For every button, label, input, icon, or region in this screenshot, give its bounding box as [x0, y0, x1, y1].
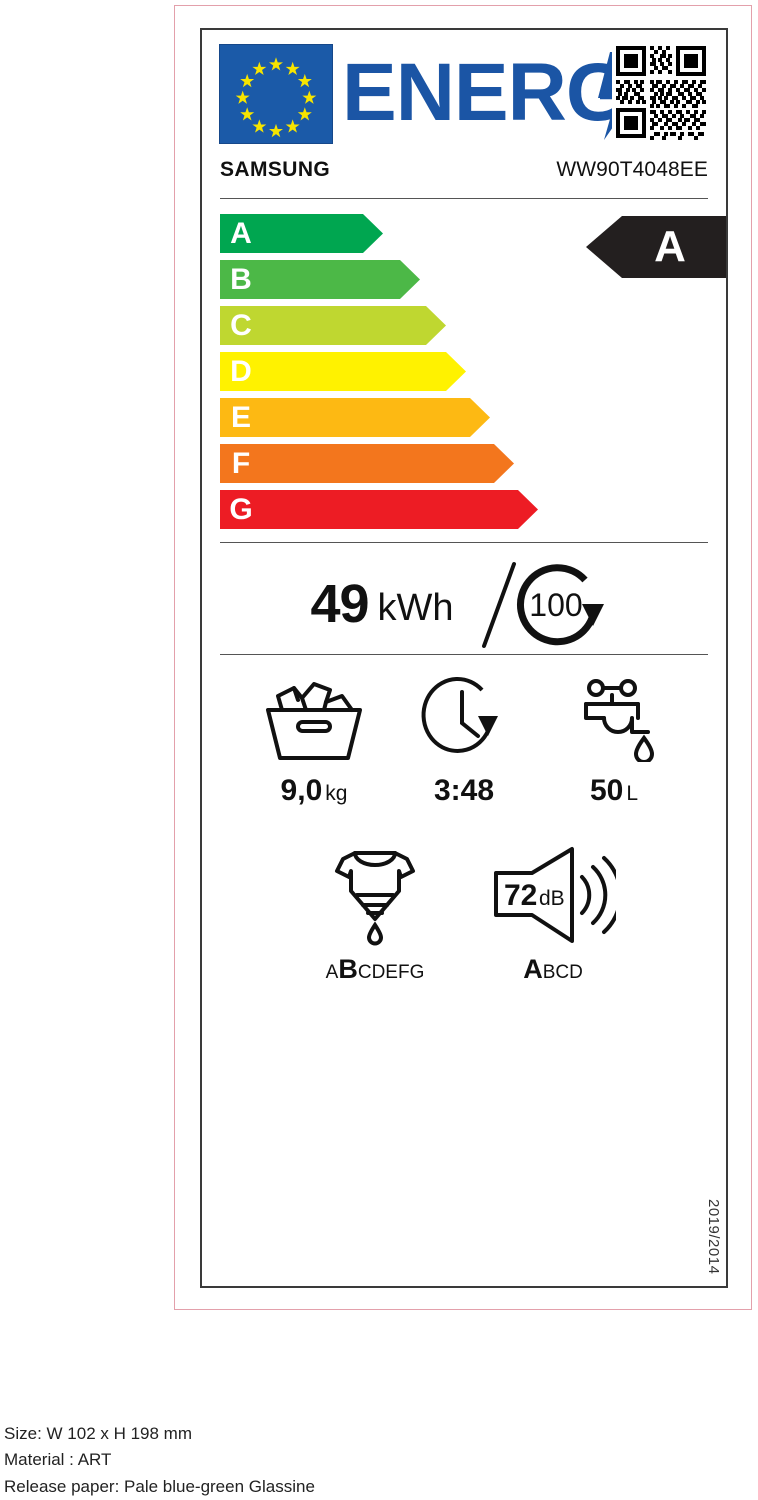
duration-value: 3:48: [433, 774, 495, 807]
energy-label: ENERG: [200, 28, 728, 1288]
regulation-reference: 2019/2014: [705, 1198, 722, 1274]
footer-material: Material : ART: [4, 1450, 112, 1470]
class-bar-g: [220, 490, 538, 529]
spin-drying-shirt-icon: [321, 848, 429, 946]
class-bar-b: [220, 260, 420, 299]
rated-class-arrow: [586, 216, 726, 278]
class-letter-c: C: [230, 309, 252, 342]
noise-db-unit: dB: [539, 887, 565, 910]
energy-consumption-block: 49 kWh 100: [202, 552, 726, 652]
water-tap-icon: [564, 670, 664, 768]
class-bar-f: [220, 444, 514, 483]
footer-size: Size: W 102 x H 198 mm: [4, 1424, 193, 1443]
divider-under-energy: [220, 654, 708, 655]
cycles-count: 100: [529, 587, 582, 623]
spec-duration: 3:48: [389, 670, 539, 806]
noise-db-value: 72: [504, 879, 537, 912]
rated-class-letter: A: [654, 222, 686, 271]
water-value: 50 L: [589, 774, 639, 807]
class-bar-a: [220, 214, 383, 253]
spin-class-scale: ABCDEFG: [325, 954, 425, 984]
divider-under-brand: [220, 198, 708, 199]
noise-class-scale: ABCD: [523, 954, 583, 984]
qr-code-icon: [612, 42, 710, 142]
svg-text:ENERG: ENERG: [342, 47, 629, 138]
label-header: ENERG: [202, 30, 726, 148]
energy-value: 49: [310, 574, 369, 634]
cycles-per-100-icon: 100: [470, 556, 618, 652]
class-letter-a: A: [230, 217, 252, 250]
spec-capacity: 9,0 kg: [239, 670, 389, 806]
class-letter-d: D: [230, 355, 252, 388]
spec-spin-efficiency: ABCDEFG: [286, 848, 464, 983]
class-letter-g: G: [229, 493, 253, 526]
brand-model-row: SAMSUNG WW90T4048EE: [202, 154, 726, 198]
class-letter-b: B: [230, 263, 252, 296]
class-bar-e: [220, 398, 490, 437]
footer-release-paper: Release paper: Pale blue-green Glassine: [4, 1476, 315, 1496]
capacity-value: 9,0 kg: [280, 774, 348, 807]
energy-unit: kWh: [377, 587, 454, 629]
footer-notes: Size: W 102 x H 198 mm Material : ART Re…: [4, 1421, 315, 1500]
spec-noise: 72 dB ABCD: [464, 847, 642, 984]
label-cutline-frame: ENERG: [174, 5, 752, 1310]
spec-water: 50 L: [539, 670, 689, 806]
class-bar-d: [220, 352, 466, 391]
noise-speaker-icon: 72 dB: [490, 847, 616, 946]
class-letter-f: F: [231, 447, 251, 480]
energ-wordmark: ENERG: [342, 44, 647, 144]
specs-row-capacity-time-water: 9,0 kg 3:48: [202, 670, 726, 840]
clock-icon: [416, 670, 512, 768]
model-name: WW90T4048EE: [556, 158, 708, 181]
eu-flag-icon: [219, 44, 333, 144]
brand-name: SAMSUNG: [220, 158, 331, 181]
class-letter-e: E: [230, 401, 251, 434]
laundry-basket-icon: [260, 670, 368, 768]
divider-under-scale: [220, 542, 708, 543]
specs-row-spin-noise: ABCDEFG 72 dB: [202, 847, 726, 1028]
class-bar-c: [220, 306, 446, 345]
energy-class-scale: A B C D: [202, 214, 726, 536]
